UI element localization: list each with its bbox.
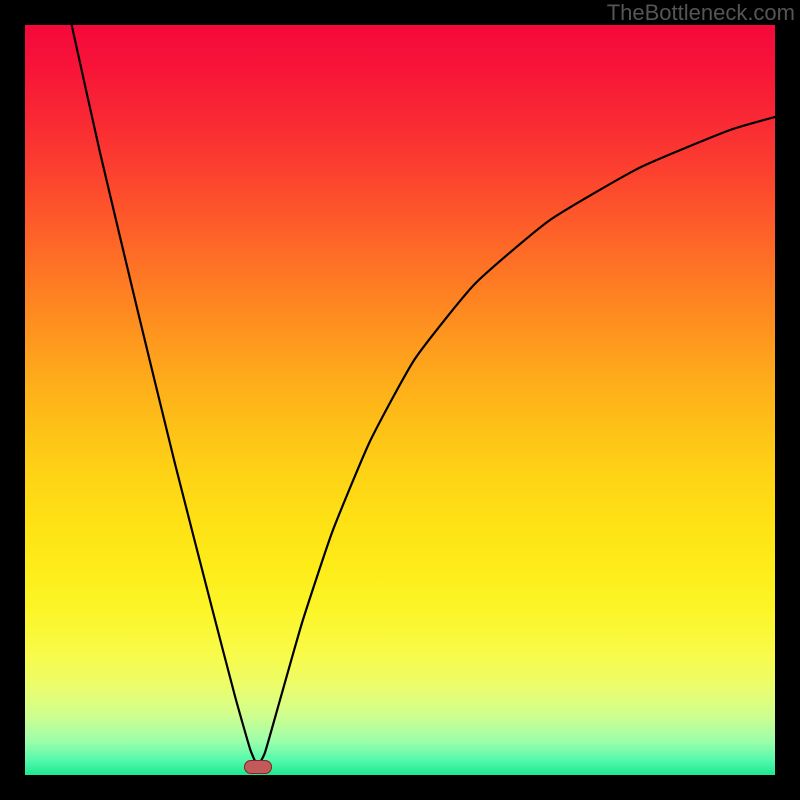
right-branch-curve bbox=[258, 115, 776, 767]
chart-frame: TheBottleneck.com bbox=[0, 0, 800, 800]
minimum-marker bbox=[244, 760, 272, 774]
left-branch-curve bbox=[70, 25, 258, 767]
watermark-text: TheBottleneck.com bbox=[607, 0, 795, 26]
plot-area bbox=[25, 25, 775, 775]
curve-layer bbox=[25, 25, 775, 775]
